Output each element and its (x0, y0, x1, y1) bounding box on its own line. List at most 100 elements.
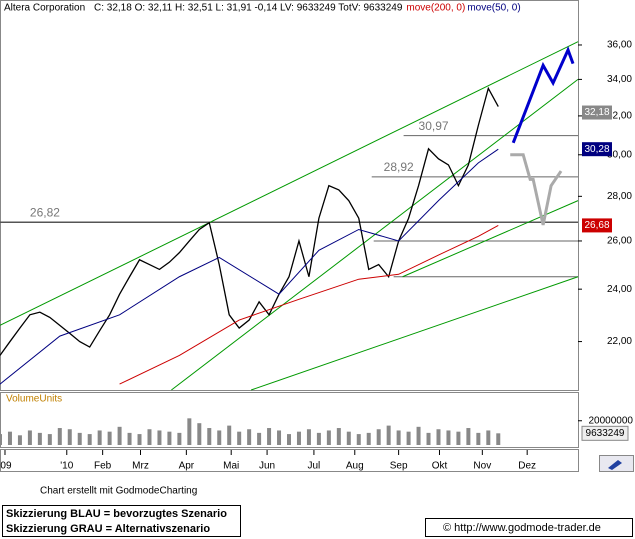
trend-line (250, 276, 579, 391)
volume-bar (366, 432, 371, 445)
x-axis-panel (0, 449, 579, 472)
y-tick-label: 26,00 (607, 236, 632, 247)
volume-bar (167, 431, 172, 445)
price-panel (0, 0, 579, 391)
volume-bar (326, 430, 331, 445)
x-tick-label: '09 (0, 461, 12, 472)
volume-bar (396, 430, 401, 445)
notes-box (2, 505, 241, 537)
volume-bar (27, 430, 32, 445)
volume-bar (446, 430, 451, 445)
last-value-label: 26,68 (584, 220, 609, 231)
volume-bar (217, 430, 222, 445)
volume-bar (496, 433, 501, 445)
last-value-box (582, 142, 612, 157)
volume-bar (107, 431, 112, 445)
volume-bar (296, 431, 301, 445)
scenario-line (510, 153, 563, 226)
volume-bar (356, 434, 361, 445)
volume-bar (436, 429, 441, 445)
volume-bar (386, 425, 391, 445)
y-tick-label: 32,00 (607, 111, 632, 122)
volume-bar (157, 430, 162, 445)
volume-bar (197, 423, 202, 445)
volume-bar (486, 430, 491, 445)
y-tick-label: 28,00 (607, 191, 632, 202)
volume-bar (316, 432, 321, 445)
x-tick-label: Mrz (132, 461, 149, 472)
last-value-label: 30,28 (584, 144, 609, 155)
volume-bar (77, 432, 82, 445)
volume-bar (466, 428, 471, 445)
volume-bar (267, 428, 272, 445)
volume-bar (7, 431, 12, 445)
volume-last-label: 9633249 (586, 428, 625, 439)
x-tick-label: Aug (346, 461, 364, 472)
volume-bar (426, 432, 431, 445)
volume-bar (247, 429, 252, 445)
volume-bar (57, 428, 62, 445)
volume-bar (177, 432, 182, 445)
last-value-label: 32,18 (584, 107, 609, 118)
note-blue: Skizzierung BLAU = bevorzugtes Szenario (6, 508, 227, 520)
x-tick-label: '10 (60, 461, 73, 472)
volume-bar (336, 428, 341, 445)
x-tick-label: Jul (308, 461, 321, 472)
volume-bar (147, 429, 152, 445)
volume-bar (406, 431, 411, 445)
volume-tick-label: 20000000 (589, 415, 634, 426)
volume-bar (257, 432, 262, 445)
trend-line (402, 200, 579, 278)
volume-bar (127, 432, 132, 445)
note-gray: Skizzierung GRAU = Alternativszenario (6, 523, 210, 535)
trend-line (171, 79, 579, 391)
y-tick-label: 30,00 (607, 149, 632, 160)
credit: Chart erstellt mit GodmodeCharting (40, 486, 197, 497)
pencil-icon (608, 460, 622, 470)
x-tick-label: Nov (473, 461, 491, 472)
volume-bar (87, 434, 92, 445)
level-label: 26,82 (30, 205, 60, 219)
volume-bar (137, 434, 142, 445)
volume-panel (0, 392, 579, 448)
volume-bar (277, 430, 282, 445)
trend-line (0, 41, 579, 326)
volume-last-box (581, 425, 629, 441)
volume-label: VolumeUnits (6, 394, 62, 405)
copyright: © http://www.godmode-trader.de (443, 522, 601, 534)
x-tick-label: Okt (432, 461, 448, 472)
y-tick-label: 34,00 (607, 74, 632, 85)
volume-bar (117, 426, 122, 445)
volume-bar (346, 431, 351, 445)
volume-bar (187, 418, 192, 445)
last-value-box (582, 105, 612, 120)
copyright-box (425, 518, 633, 537)
volume-bar (376, 429, 381, 445)
x-tick-label: Apr (179, 461, 195, 472)
volume-bar (227, 425, 232, 445)
volume-bar (456, 431, 461, 445)
x-tick-label: Jun (259, 461, 275, 472)
series-line (0, 148, 499, 385)
volume-bar (237, 431, 242, 445)
volume-bar (416, 426, 421, 445)
x-tick-label: Mai (223, 461, 239, 472)
x-tick-label: Sep (390, 461, 408, 472)
volume-bar (0, 434, 2, 445)
series-line (119, 224, 499, 385)
y-tick-label: 24,00 (607, 284, 632, 295)
y-tick-label: 22,00 (607, 336, 632, 347)
volume-bar (207, 428, 212, 445)
volume-bar (476, 432, 481, 445)
series-line (0, 86, 499, 356)
volume-bar (97, 430, 102, 445)
x-tick-label: Dez (518, 461, 536, 472)
volume-bar (37, 432, 42, 445)
scenario-line (511, 46, 575, 144)
last-value-box (582, 218, 612, 233)
legend-ma50: move(50, 0) (467, 3, 520, 14)
volume-bar (287, 434, 291, 445)
x-tick-label: Feb (94, 461, 112, 472)
